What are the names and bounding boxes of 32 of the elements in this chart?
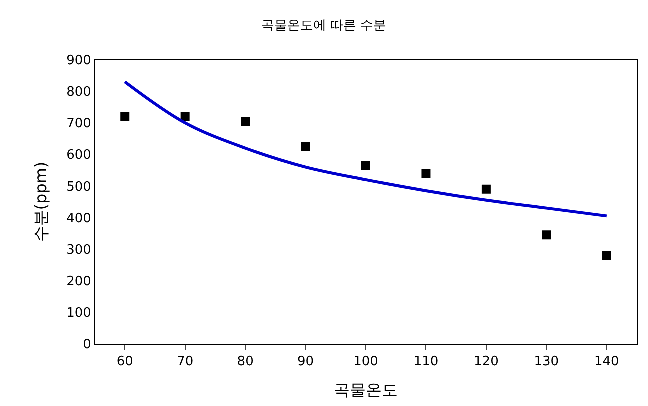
y-tick-label: 900 <box>66 54 92 69</box>
x-tick-label: 120 <box>474 354 499 370</box>
x-tick-label: 110 <box>414 354 439 370</box>
y-tick-label: 300 <box>66 242 92 258</box>
line-series <box>124 80 608 218</box>
y-tick-label: 200 <box>66 274 92 290</box>
point <box>241 117 250 126</box>
y-tick-label: 500 <box>66 180 92 195</box>
point <box>602 251 612 260</box>
y-tick-label: 400 <box>66 211 92 226</box>
point <box>301 142 310 152</box>
y-tick-label: 800 <box>66 85 92 100</box>
x-tick-label: 100 <box>354 354 378 370</box>
y-tick-label: 100 <box>66 306 92 321</box>
point <box>120 112 130 122</box>
point <box>542 230 552 240</box>
x-tick-label: 70 <box>177 354 194 370</box>
x-tick-label: 130 <box>534 354 560 370</box>
y-tick-label: 700 <box>66 116 92 132</box>
x-tick-label: 60 <box>116 354 134 370</box>
y-axis-title: 수분(ppm) <box>31 162 50 242</box>
y-tick-label: 0 <box>83 338 92 353</box>
x-tick-label: 140 <box>594 354 620 370</box>
point <box>180 112 190 122</box>
y-tick-label: 600 <box>66 148 92 164</box>
point <box>422 169 431 178</box>
point <box>362 161 370 170</box>
x-tick-label: 80 <box>237 354 254 370</box>
point <box>482 184 491 194</box>
x-tick-label: 90 <box>298 354 314 370</box>
x-axis-title: 곡물온도 <box>334 380 398 400</box>
chart-title: 곡물온도에 따른 수분 <box>261 18 387 34</box>
